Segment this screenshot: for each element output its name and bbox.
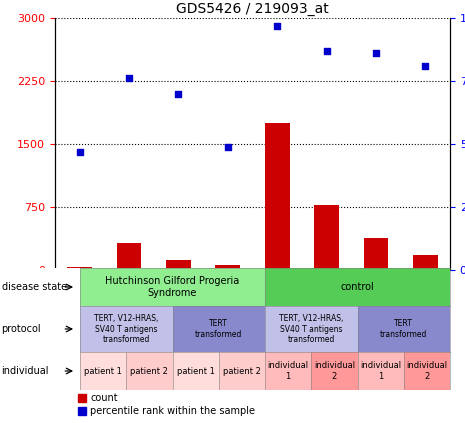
Text: patient 1: patient 1 (177, 366, 214, 376)
Text: individual
2: individual 2 (406, 361, 447, 381)
Text: percentile rank within the sample: percentile rank within the sample (90, 406, 255, 416)
Point (76, 148, 83, 155)
Text: TERT
transformed: TERT transformed (195, 319, 242, 339)
Text: count: count (90, 393, 118, 403)
Text: individual
2: individual 2 (314, 361, 355, 381)
Bar (166, 260, 191, 270)
Text: Hutchinson Gilford Progeria
Syndrome: Hutchinson Gilford Progeria Syndrome (106, 276, 239, 298)
Text: individual
1: individual 1 (360, 361, 401, 381)
Text: patient 2: patient 2 (223, 366, 261, 376)
Point (422, 63, 429, 69)
Point (273, 22, 281, 29)
Text: control: control (341, 282, 374, 292)
Bar (67, 267, 92, 270)
Bar (117, 243, 141, 270)
Title: GDS5426 / 219093_at: GDS5426 / 219093_at (176, 2, 329, 16)
Bar (265, 123, 290, 270)
Bar (314, 205, 339, 270)
Text: disease state: disease state (1, 282, 66, 292)
Text: TERT, V12-HRAS,
SV40 T antigens
transformed: TERT, V12-HRAS, SV40 T antigens transfor… (94, 314, 159, 344)
Point (323, 47, 330, 54)
Text: individual
1: individual 1 (267, 361, 309, 381)
Text: patient 1: patient 1 (84, 366, 122, 376)
Bar (215, 265, 240, 270)
Point (224, 143, 232, 150)
Point (175, 90, 182, 97)
Text: TERT, V12-HRAS,
SV40 T antigens
transformed: TERT, V12-HRAS, SV40 T antigens transfor… (279, 314, 344, 344)
Point (372, 50, 379, 57)
Text: TERT
transformed: TERT transformed (380, 319, 427, 339)
Bar (364, 238, 388, 270)
Bar (413, 255, 438, 270)
Text: individual: individual (1, 366, 49, 376)
Point (126, 75, 133, 82)
Text: patient 2: patient 2 (131, 366, 168, 376)
Text: protocol: protocol (1, 324, 41, 334)
